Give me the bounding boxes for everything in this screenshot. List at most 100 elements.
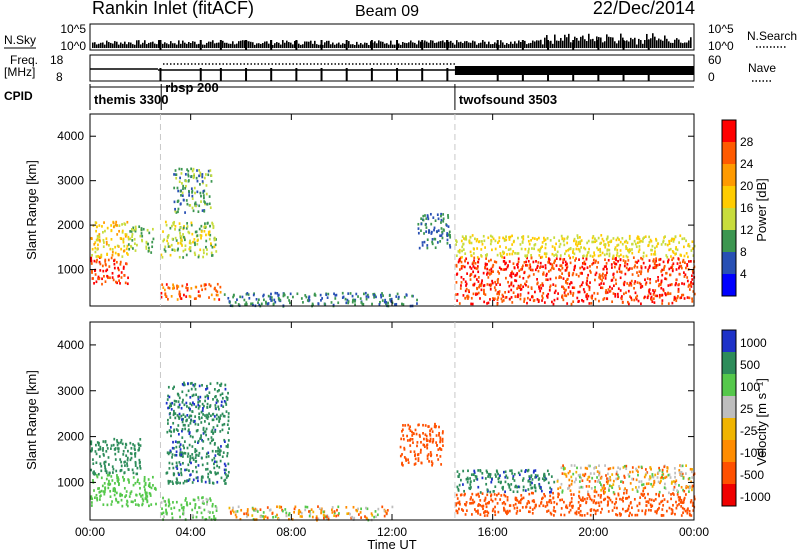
power-echo-cell [480,288,483,292]
velocity-echo-cell [224,473,227,476]
power-echo-cell [270,292,272,296]
power-echo-cell [194,253,197,257]
velocity-echo-cell [471,498,474,502]
power-echo-cell [598,299,600,303]
noise-sample [568,33,570,48]
velocity-echo-cell [664,482,666,486]
power-colorbar-label: 12 [740,223,754,237]
velocity-echo-cell [455,493,458,497]
power-echo-cell [373,293,376,297]
power-echo-cell [624,261,626,265]
velocity-echo-cell [114,448,117,451]
velocity-echo-cell [100,469,103,473]
power-echo-cell [545,278,548,281]
power-echo-cell [631,273,634,276]
velocity-echo-cell [181,451,183,455]
noise-sample [102,42,104,48]
velocity-echo-cell [613,502,616,506]
noise-sample [442,40,444,48]
velocity-echo-cell [615,513,617,516]
noise-sample [226,42,228,48]
velocity-echo-cell [227,439,230,442]
power-echo-cell [587,284,590,288]
velocity-echo-cell [202,432,205,435]
power-echo-cell [395,302,398,306]
velocity-echo-cell [594,489,596,492]
noise-sample [684,42,686,48]
velocity-echo-cell [573,464,576,467]
power-echo-cell [559,254,562,257]
velocity-echo-cell [679,496,681,499]
noise-sample [510,41,512,48]
noise-sample [172,43,174,48]
velocity-echo-cell [100,489,103,493]
velocity-echo-cell [670,507,673,511]
noise-sample [288,42,290,48]
velocity-echo-cell [477,503,480,506]
velocity-echo-cell [123,486,126,490]
power-echo-cell [95,221,98,225]
power-echo-cell [95,229,97,233]
velocity-echo-cell [202,426,205,430]
velocity-echo-cell [183,440,186,443]
power-echo-cell [536,266,539,269]
velocity-echo-cell [430,460,433,463]
power-echo-cell [604,258,606,261]
velocity-echo-cell [486,493,489,497]
velocity-echo-cell [125,454,128,458]
velocity-echo-cell [209,404,212,407]
velocity-echo-cell [125,490,128,493]
power-echo-cell [521,266,524,269]
power-echo-cell [490,267,493,271]
power-echo-cell [488,268,491,272]
velocity-echo-cell [607,479,610,483]
power-echo-cell [555,257,558,260]
velocity-echo-cell [594,501,597,505]
noise-sample [470,42,472,48]
velocity-echo-cell [481,476,484,480]
velocity-echo-cell [460,493,463,496]
power-echo-cell [644,266,647,269]
power-echo-cell [139,234,142,238]
power-echo-cell [581,281,584,284]
velocity-echo-cell [547,481,550,485]
velocity-echo-cell [516,490,519,494]
noise-sample [488,41,490,48]
velocity-echo-cell [419,448,422,452]
power-echo-cell [483,239,486,243]
power-echo-cell [200,200,202,203]
power-echo-cell [430,232,433,235]
power-echo-cell [175,239,178,242]
velocity-echo-cell [684,509,687,513]
power-echo-cell [486,273,488,276]
velocity-echo-cell [197,439,200,443]
velocity-echo-cell [534,476,537,479]
velocity-echo-cell [374,510,377,513]
velocity-echo-cell [92,462,95,466]
velocity-echo-cell [527,488,530,491]
power-echo-cell [208,237,211,241]
velocity-echo-cell [582,499,584,502]
power-echo-cell [161,283,164,286]
freq-left-tick-top: 18 [50,53,64,67]
velocity-echo-cell [570,500,573,504]
velocity-echo-cell [123,478,126,481]
power-echo-cell [289,292,292,296]
velocity-echo-cell [130,446,133,450]
power-echo-cell [167,286,170,289]
noise-sample [210,41,212,48]
noise-sample [352,44,354,48]
velocity-echo-cell [262,515,264,518]
power-echo-cell [556,250,559,254]
velocity-echo-cell [375,515,377,519]
power-echo-cell [472,261,475,264]
power-echo-cell [187,174,190,178]
power-echo-cell [186,168,189,171]
power-echo-cell [554,248,556,251]
power-echo-cell [537,236,540,240]
noise-sample [282,40,284,48]
velocity-echo-cell [562,466,565,469]
power-echo-cell [161,256,164,259]
velocity-echo-cell [577,474,580,477]
power-echo-cell [181,244,183,247]
